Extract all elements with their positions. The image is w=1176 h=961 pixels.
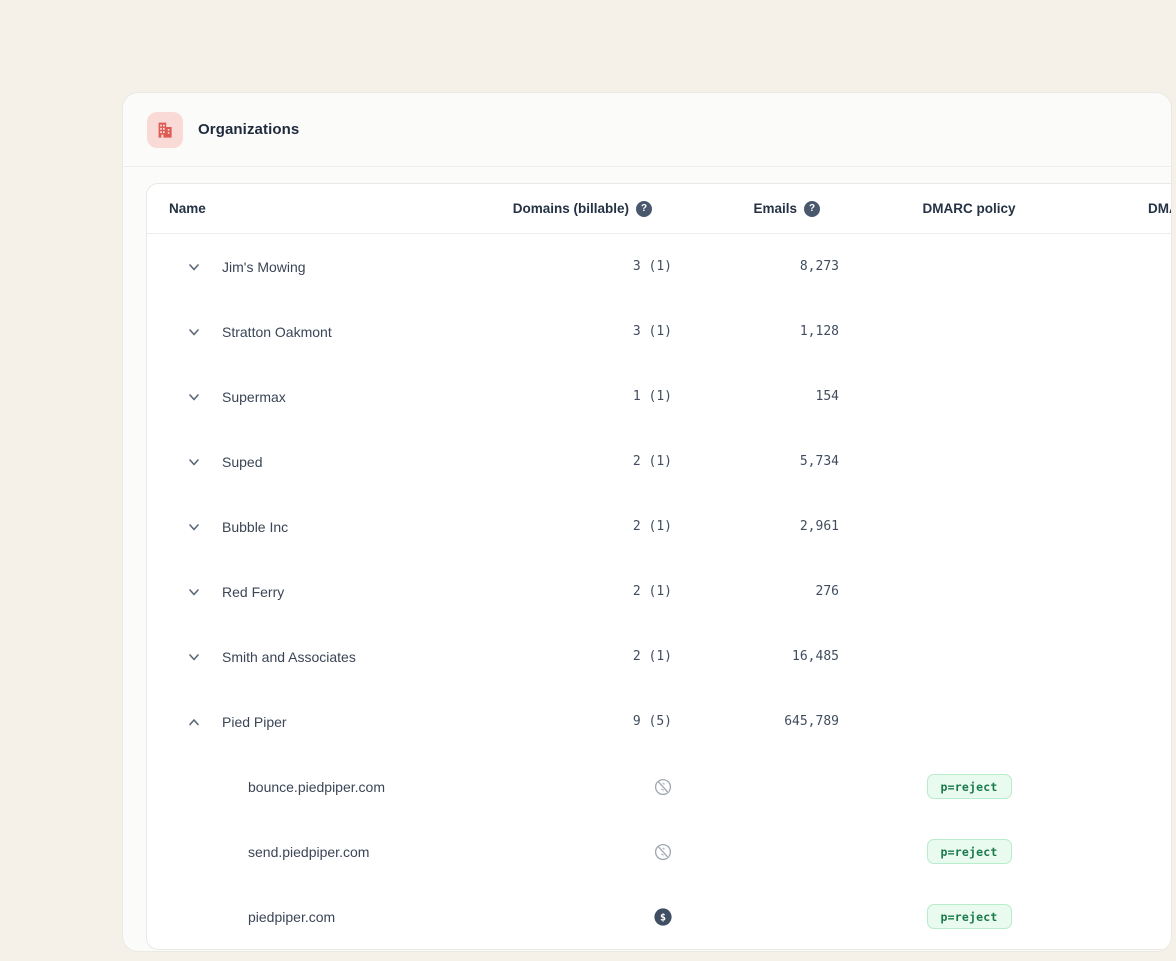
table-row-organization[interactable]: Stratton Oakmont 3 (1) 1,128: [147, 299, 1171, 364]
domains-billable-value: 2 (1): [632, 519, 672, 534]
table-row-domain[interactable]: piedpiper.com $ p=reject: [147, 884, 1171, 949]
domain-name: piedpiper.com: [248, 908, 336, 925]
domains-billable-value: 2 (1): [632, 584, 672, 599]
chevron-down-icon[interactable]: [187, 325, 201, 339]
table-row-organization[interactable]: Pied Piper 9 (5) 645,789: [147, 689, 1171, 754]
table-row-domain[interactable]: bounce.piedpiper.com $ p=reject: [147, 754, 1171, 819]
chevron-down-icon[interactable]: [187, 520, 201, 534]
emails-value: 154: [815, 389, 839, 404]
organization-name: Red Ferry: [222, 583, 285, 600]
table-row-organization[interactable]: Supermax 1 (1) 154: [147, 364, 1171, 429]
page-title: Organizations: [198, 121, 300, 138]
chevron-down-icon[interactable]: [187, 455, 201, 469]
organization-name: Jim's Mowing: [222, 258, 306, 275]
chevron-up-icon[interactable]: [187, 715, 201, 729]
domains-billable-value: 2 (1): [632, 454, 672, 469]
building-icon: [147, 111, 183, 148]
organizations-table: Name Domains (billable) ? Emails ? DMARC…: [146, 183, 1171, 950]
dmarc-policy-badge: p=reject: [926, 839, 1012, 864]
table-row-organization[interactable]: Jim's Mowing 3 (1) 8,273: [147, 234, 1171, 299]
domains-billable-value: 1 (1): [632, 389, 672, 404]
chevron-down-icon[interactable]: [187, 585, 201, 599]
domain-name: send.piedpiper.com: [248, 843, 370, 860]
emails-value: 8,273: [799, 259, 839, 274]
emails-value: 1,128: [799, 324, 839, 339]
column-header-emails: Emails ?: [678, 200, 844, 217]
card-header: Organizations: [123, 93, 1171, 167]
organization-name: Pied Piper: [222, 713, 287, 730]
organization-name: Supermax: [222, 388, 286, 405]
table-header-row: Name Domains (billable) ? Emails ? DMARC…: [147, 184, 1171, 234]
table-row-organization[interactable]: Suped 2 (1) 5,734: [147, 429, 1171, 494]
column-header-domains-label: Domains (billable): [512, 201, 629, 216]
emails-value: 645,789: [784, 714, 839, 729]
emails-value: 2,961: [799, 519, 839, 534]
domains-billable-value: 9 (5): [632, 714, 672, 729]
dmarc-policy-badge: p=reject: [926, 904, 1012, 929]
emails-value: 5,734: [799, 454, 839, 469]
dmarc-policy-badge: p=reject: [926, 774, 1012, 799]
help-icon[interactable]: ?: [636, 200, 652, 217]
organization-name: Suped: [222, 453, 263, 470]
table-row-organization[interactable]: Smith and Associates 2 (1) 16,485: [147, 624, 1171, 689]
chevron-down-icon[interactable]: [187, 390, 201, 404]
organizations-card: Organizations Name Domains (billable) ? …: [122, 92, 1172, 952]
domains-billable-value: 3 (1): [632, 324, 672, 339]
table-row-domain[interactable]: send.piedpiper.com $ p=reject: [147, 819, 1171, 884]
emails-value: 276: [815, 584, 839, 599]
non-billable-icon: $: [654, 843, 672, 861]
billable-icon: $: [654, 907, 672, 926]
domains-billable-value: 3 (1): [632, 259, 672, 274]
column-header-emails-label: Emails: [753, 201, 797, 216]
column-header-domains: Domains (billable) ?: [492, 200, 678, 217]
chevron-down-icon[interactable]: [187, 650, 201, 664]
domain-name: bounce.piedpiper.com: [248, 778, 385, 795]
emails-value: 16,485: [792, 649, 839, 664]
organization-name: Stratton Oakmont: [222, 323, 332, 340]
chevron-down-icon[interactable]: [187, 260, 201, 274]
table-row-organization[interactable]: Red Ferry 2 (1) 276: [147, 559, 1171, 624]
non-billable-icon: $: [654, 778, 672, 796]
column-header-name: Name: [169, 201, 206, 216]
help-icon[interactable]: ?: [804, 200, 820, 217]
svg-text:$: $: [660, 912, 666, 923]
table-row-organization[interactable]: Bubble Inc 2 (1) 2,961: [147, 494, 1171, 559]
column-header-dmarc-policy: DMARC policy: [922, 201, 1016, 216]
domains-billable-value: 2 (1): [632, 649, 672, 664]
organization-name: Smith and Associates: [222, 648, 356, 665]
organization-name: Bubble Inc: [222, 518, 289, 535]
column-header-dmarc-extra: DMA: [1148, 201, 1171, 216]
